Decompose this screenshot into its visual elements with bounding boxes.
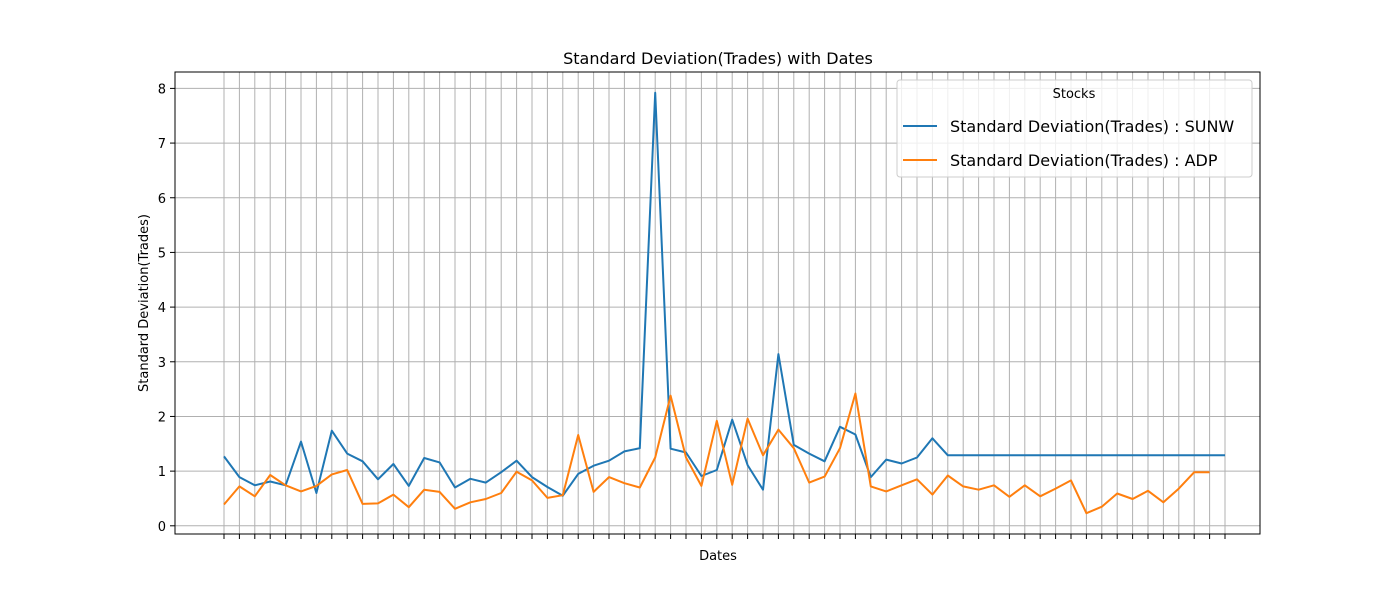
legend-entry-sunw: Standard Deviation(Trades) : SUNW bbox=[950, 117, 1234, 136]
y-tick-label: 8 bbox=[158, 82, 166, 97]
x-axis-label: Dates bbox=[699, 549, 737, 564]
series-line-adp bbox=[223, 392, 1210, 515]
legend: Stocks Standard Deviation(Trades) : SUNW… bbox=[896, 79, 1253, 178]
legend-title: Stocks bbox=[1053, 87, 1096, 102]
y-tick-label: 2 bbox=[158, 410, 166, 425]
chart-title: Standard Deviation(Trades) with Dates bbox=[563, 49, 873, 68]
y-tick-label: 1 bbox=[158, 465, 166, 480]
y-tick-label: 3 bbox=[158, 356, 166, 371]
y-tick-label: 7 bbox=[158, 137, 166, 152]
legend-entry-adp: Standard Deviation(Trades) : ADP bbox=[950, 151, 1218, 170]
series-lines bbox=[223, 91, 1225, 515]
legend-box bbox=[896, 79, 1253, 178]
plot-frame bbox=[174, 71, 1261, 535]
y-tick-label: 4 bbox=[158, 301, 166, 316]
y-tick-label: 0 bbox=[158, 520, 166, 535]
y-tick-label: 5 bbox=[158, 246, 166, 261]
axis-ticks: 0 1 2 3 4 5 6 7 8 bbox=[158, 82, 1226, 539]
y-tick-label: 6 bbox=[158, 192, 166, 207]
series-line-sunw bbox=[223, 91, 1225, 497]
y-axis-label: Standard Deviation(Trades) bbox=[137, 214, 152, 392]
